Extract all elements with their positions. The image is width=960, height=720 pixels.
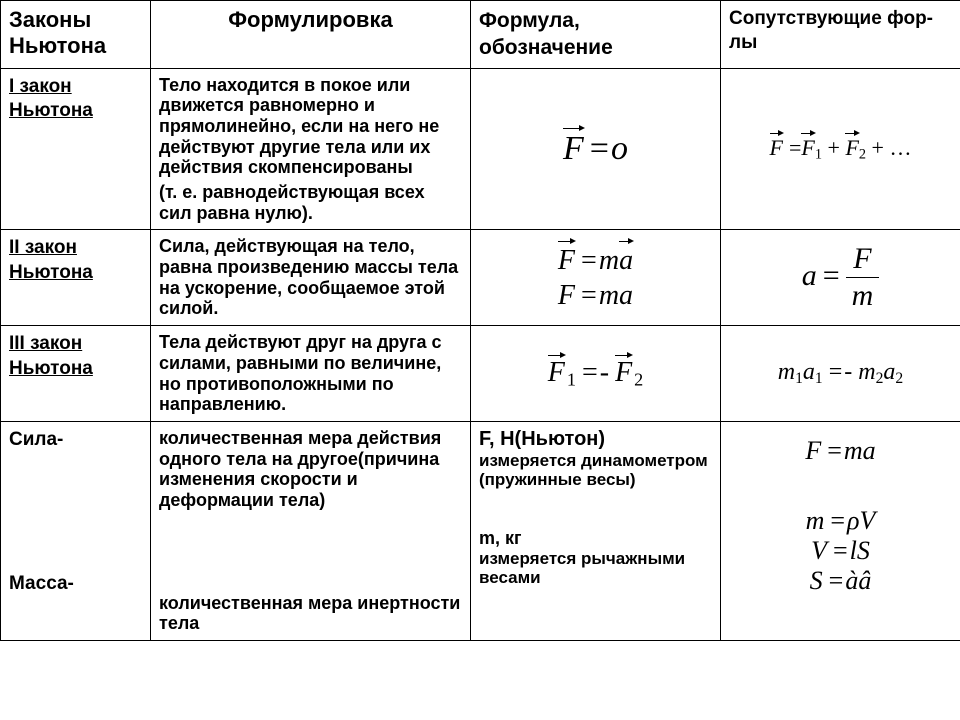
quantities-name-cell: Сила- Масса-: [1, 421, 151, 640]
law1-formula-cell: F=о: [471, 68, 721, 230]
header-formula: Формула, обозначение: [471, 1, 721, 69]
law-name-cell: III закон Ньютона: [1, 326, 151, 422]
table-row: II закон Ньютона Сила, действующая на те…: [1, 230, 960, 326]
table-header-row: Законы Ньютона Формулировка Формула, обо…: [1, 1, 960, 69]
law2-definition-cell: Сила, действующая на тело, равна произве…: [151, 230, 471, 326]
aux-formula-mrhoV: m=ρV: [729, 506, 952, 536]
force-definition: количественная мера действия одного тела…: [159, 428, 462, 511]
table-row: III закон Ньютона Тела действуют друг на…: [1, 326, 960, 422]
aux-formula-Sab: S=àâ: [729, 566, 952, 596]
mass-units-line2: измеряется рычажными весами: [479, 549, 712, 588]
law1-formula: F=о: [563, 130, 628, 167]
force-label: Сила-: [9, 428, 142, 452]
law2-formula-cell: F=ma F=ma: [471, 230, 721, 326]
law2-aux-cell: a=Fm: [721, 230, 960, 326]
aux-formula-VlS: V=lS: [729, 536, 952, 566]
law2-formula-vec: F=ma: [558, 243, 633, 278]
law1-name: I закон Ньютона: [9, 76, 93, 122]
law2-definition: Сила, действующая на тело, равна произве…: [159, 236, 462, 319]
law1-aux-cell: F=F1 + F2 + …: [721, 68, 960, 230]
mass-units-line1: m, кг: [479, 528, 712, 549]
law1-aux-formula: F=F1 + F2 + …: [770, 135, 912, 160]
law2-aux-formula: a=Fm: [802, 259, 880, 292]
table-row: Сила- Масса- количественная мера действи…: [1, 421, 960, 640]
law1-definition-cell: Тело находится в покое или движется равн…: [151, 68, 471, 230]
newton-laws-table: Законы Ньютона Формулировка Формула, обо…: [0, 0, 960, 641]
table-row: I закон Ньютона Тело находится в покое и…: [1, 68, 960, 230]
law3-aux-cell: m1a1=-m2a2: [721, 326, 960, 422]
law3-formula: F1=-F2: [548, 357, 644, 388]
quantities-units-cell: F, Н(Ньютон) измеряется динамометром (пр…: [471, 421, 721, 640]
header-aux: Сопутствующие фор-лы: [721, 1, 960, 69]
law3-definition-cell: Тела действуют друг на друга с силами, р…: [151, 326, 471, 422]
law2-name: II закон Ньютона: [9, 237, 93, 283]
quantities-aux-cell: F=ma m=ρV V=lS S=àâ: [721, 421, 960, 640]
aux-formula-Fma: F=ma: [729, 436, 952, 466]
mass-label: Масса-: [9, 572, 142, 596]
law3-aux-formula: m1a1=-m2a2: [778, 359, 903, 385]
law2-formula-scalar: F=ma: [558, 278, 633, 313]
law1-definition: Тело находится в покое или движется равн…: [159, 75, 462, 178]
law3-name: III закон Ньютона: [9, 333, 93, 379]
law1-definition-note: (т. е. равнодействующая всех сил равна н…: [159, 182, 462, 223]
force-units-line3: (пружинные весы): [479, 470, 712, 490]
law3-definition: Тела действуют друг на друга с силами, р…: [159, 332, 462, 415]
mass-definition: количественная мера инертности тела: [159, 593, 462, 634]
force-units-line2: измеряется динамометром: [479, 451, 712, 471]
header-laws: Законы Ньютона: [1, 1, 151, 69]
header-definition: Формулировка: [151, 1, 471, 69]
force-units-line1: F, Н(Ньютон): [479, 428, 605, 450]
law-name-cell: II закон Ньютона: [1, 230, 151, 326]
law3-formula-cell: F1=-F2: [471, 326, 721, 422]
quantities-definition-cell: количественная мера действия одного тела…: [151, 421, 471, 640]
law-name-cell: I закон Ньютона: [1, 68, 151, 230]
